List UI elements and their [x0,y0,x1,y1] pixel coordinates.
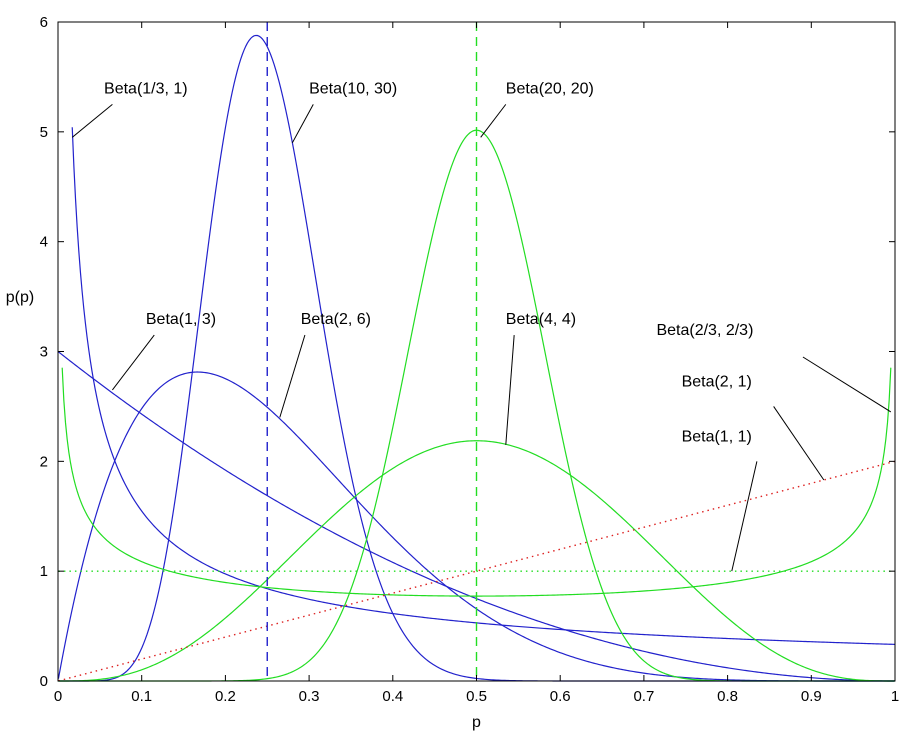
x-axis-label: p [472,714,481,731]
x-tick-label: 0.4 [382,688,403,705]
y-tick-label: 6 [40,14,48,31]
annotation-leader-8 [731,461,758,572]
x-tick-label: 0.5 [466,688,487,705]
annotation-label-8: Beta(1, 1) [682,429,752,446]
x-tick-label: 0.8 [717,688,738,705]
annotation-label-2: Beta(20, 20) [506,80,594,97]
y-tick-label: 4 [40,234,48,251]
annotation-leader-2 [480,104,507,138]
annotations: Beta(1/3, 1) Beta(10, 30) Beta(20, 20) Beta… [71,80,892,572]
annotation-label-6: Beta(2/3, 2/3) [656,322,753,339]
x-tick-label: 0.6 [550,688,571,705]
annotation-leader-1 [291,104,314,144]
x-tick-label: 0 [54,688,62,705]
x-tick-label: 0.9 [801,688,822,705]
annotation-leader-4 [279,334,306,418]
y-tick-label: 2 [40,453,48,470]
annotation-leader-3 [112,334,155,391]
x-tick-label: 0.3 [299,688,320,705]
annotation-label-7: Beta(2, 1) [682,374,752,391]
annotation-label-4: Beta(2, 6) [301,311,371,328]
annotation-label-5: Beta(4, 4) [506,311,576,328]
x-tick-label: 0.7 [633,688,654,705]
annotation-leader-5 [505,334,515,445]
annotation-label-3: Beta(1, 3) [146,311,216,328]
x-tick-label: 0.2 [215,688,236,705]
y-tick-label: 0 [40,673,48,690]
y-tick-label: 1 [40,563,48,580]
x-tick-label: 0.1 [131,688,152,705]
series-line-0 [71,127,895,645]
annotation-leader-7 [773,406,825,481]
x-axis-ticks: 0 0.1 0.2 0.3 0.4 0.5 0.6 0.7 0.8 0.9 1 [54,22,899,705]
y-axis-ticks: 0 1 2 3 4 5 6 [40,14,895,690]
reference-lines [266,22,478,681]
series-line-7 [58,460,895,682]
annotation-leader-0 [71,103,113,138]
y-tick-label: 5 [40,124,48,141]
x-tick-label: 1 [891,688,899,705]
series-line-5 [58,440,895,682]
annotation-label-1: Beta(10, 30) [309,80,397,97]
annotation-label-0: Beta(1/3, 1) [104,80,188,97]
annotation-leader-6 [802,356,892,413]
y-axis-label: p(p) [6,289,34,306]
y-tick-label: 3 [40,344,48,361]
